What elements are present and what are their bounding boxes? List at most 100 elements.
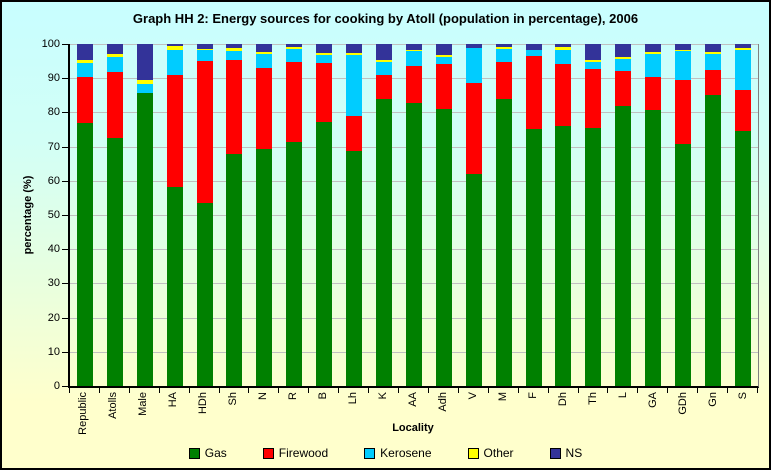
x-label-slot: HDh bbox=[188, 392, 218, 450]
segment-firewood bbox=[316, 63, 333, 123]
x-tick-label: B bbox=[316, 392, 329, 400]
bar-n bbox=[256, 44, 273, 386]
bar-l bbox=[615, 44, 632, 386]
segment-kerosene bbox=[106, 56, 123, 72]
x-tick-mark bbox=[607, 388, 609, 393]
segment-other bbox=[106, 53, 123, 57]
legend-swatch-ns bbox=[549, 447, 561, 459]
x-tick-label: GDh bbox=[676, 392, 689, 415]
x-label-slot: Republic bbox=[68, 392, 98, 450]
segment-other bbox=[166, 46, 183, 50]
y-tick-label: 60 bbox=[47, 174, 60, 187]
bar-v bbox=[465, 44, 482, 386]
segment-kerosene bbox=[465, 48, 482, 83]
segment-gas bbox=[435, 108, 452, 386]
y-tick-label: 0 bbox=[53, 380, 60, 392]
y-tick-label: 100 bbox=[41, 38, 60, 50]
segment-firewood bbox=[166, 75, 183, 188]
segment-gas bbox=[226, 154, 243, 386]
segment-gas bbox=[734, 130, 751, 386]
segment-firewood bbox=[734, 89, 751, 131]
segment-kerosene bbox=[196, 50, 213, 61]
segment-firewood bbox=[106, 71, 123, 139]
x-label-slot: Atolls bbox=[98, 392, 128, 450]
y-tick-label: 80 bbox=[47, 106, 60, 119]
segment-gas bbox=[196, 203, 213, 386]
x-tick-label: AA bbox=[406, 392, 419, 407]
segment-firewood bbox=[675, 79, 692, 144]
segment-other bbox=[405, 49, 422, 52]
segment-gas bbox=[136, 92, 153, 386]
segment-ns bbox=[734, 44, 751, 48]
segment-firewood bbox=[376, 74, 393, 100]
x-tick-mark bbox=[517, 388, 519, 393]
segment-firewood bbox=[525, 55, 542, 129]
segment-ns bbox=[555, 44, 572, 48]
x-tick-mark bbox=[338, 388, 340, 393]
bar-lh bbox=[346, 44, 363, 386]
x-label-slot: Male bbox=[128, 392, 158, 450]
legend-swatch-kerosene bbox=[364, 447, 376, 459]
x-axis-labels: Republic Atolls Male HA HDh Sh N R B Lh K AA Adh V M F D… bbox=[68, 392, 758, 450]
segment-other bbox=[286, 47, 303, 49]
segment-ns bbox=[106, 44, 123, 54]
legend-swatch-other bbox=[467, 447, 479, 459]
segment-other bbox=[316, 53, 333, 55]
segment-other bbox=[256, 52, 273, 54]
bar-slot bbox=[130, 44, 160, 386]
x-tick-label: Adh bbox=[436, 392, 449, 412]
legend-item-firewood: Firewood bbox=[262, 446, 328, 460]
segment-ns bbox=[495, 44, 512, 47]
bar-k bbox=[376, 44, 393, 386]
x-tick-label: K bbox=[376, 392, 389, 400]
legend-swatch-firewood bbox=[262, 447, 274, 459]
segment-gas bbox=[166, 187, 183, 386]
segment-gas bbox=[346, 150, 363, 386]
segment-kerosene bbox=[376, 62, 393, 75]
legend-item-kerosene: Kerosene bbox=[364, 446, 432, 460]
bar-slot bbox=[249, 44, 279, 386]
x-label-slot: Gn bbox=[698, 392, 728, 450]
x-tick-label: S bbox=[736, 392, 749, 400]
x-label-slot: Th bbox=[578, 392, 608, 450]
segment-kerosene bbox=[405, 51, 422, 67]
x-tick-label: Dh bbox=[556, 392, 569, 407]
x-label-slot: R bbox=[278, 392, 308, 450]
segment-gas bbox=[76, 122, 93, 386]
bar-slot bbox=[489, 44, 519, 386]
x-tick-mark bbox=[128, 388, 130, 393]
segment-ns bbox=[675, 44, 692, 50]
x-label-slot: N bbox=[248, 392, 278, 450]
x-label-slot: HA bbox=[158, 392, 188, 450]
bars-container bbox=[70, 44, 758, 386]
bar-slot bbox=[638, 44, 668, 386]
x-label-slot: AA bbox=[398, 392, 428, 450]
x-label-slot: B bbox=[308, 392, 338, 450]
segment-firewood bbox=[585, 68, 602, 129]
segment-firewood bbox=[704, 69, 721, 96]
y-tick-mark bbox=[62, 44, 68, 45]
y-tick-mark bbox=[62, 146, 68, 148]
bar-s bbox=[734, 44, 751, 386]
bar-slot bbox=[100, 44, 130, 386]
segment-other bbox=[346, 52, 363, 55]
x-label-slot: Adh bbox=[428, 392, 458, 450]
x-tick-mark bbox=[427, 388, 429, 393]
segment-firewood bbox=[286, 62, 303, 143]
segment-ns bbox=[346, 44, 363, 53]
segment-other bbox=[136, 79, 153, 85]
segment-gas bbox=[256, 149, 273, 386]
x-tick-label: L bbox=[616, 392, 629, 399]
segment-firewood bbox=[256, 67, 273, 150]
y-tick-label: 70 bbox=[47, 140, 60, 153]
segment-other bbox=[76, 60, 93, 63]
bar-gdh bbox=[675, 44, 692, 386]
x-tick-label: Gn bbox=[706, 392, 719, 407]
x-tick-mark bbox=[69, 388, 70, 393]
bar-gn bbox=[704, 44, 721, 386]
segment-ns bbox=[76, 44, 93, 61]
segment-other bbox=[675, 49, 692, 52]
bar-slot bbox=[459, 44, 489, 386]
bar-hdh bbox=[196, 44, 213, 386]
